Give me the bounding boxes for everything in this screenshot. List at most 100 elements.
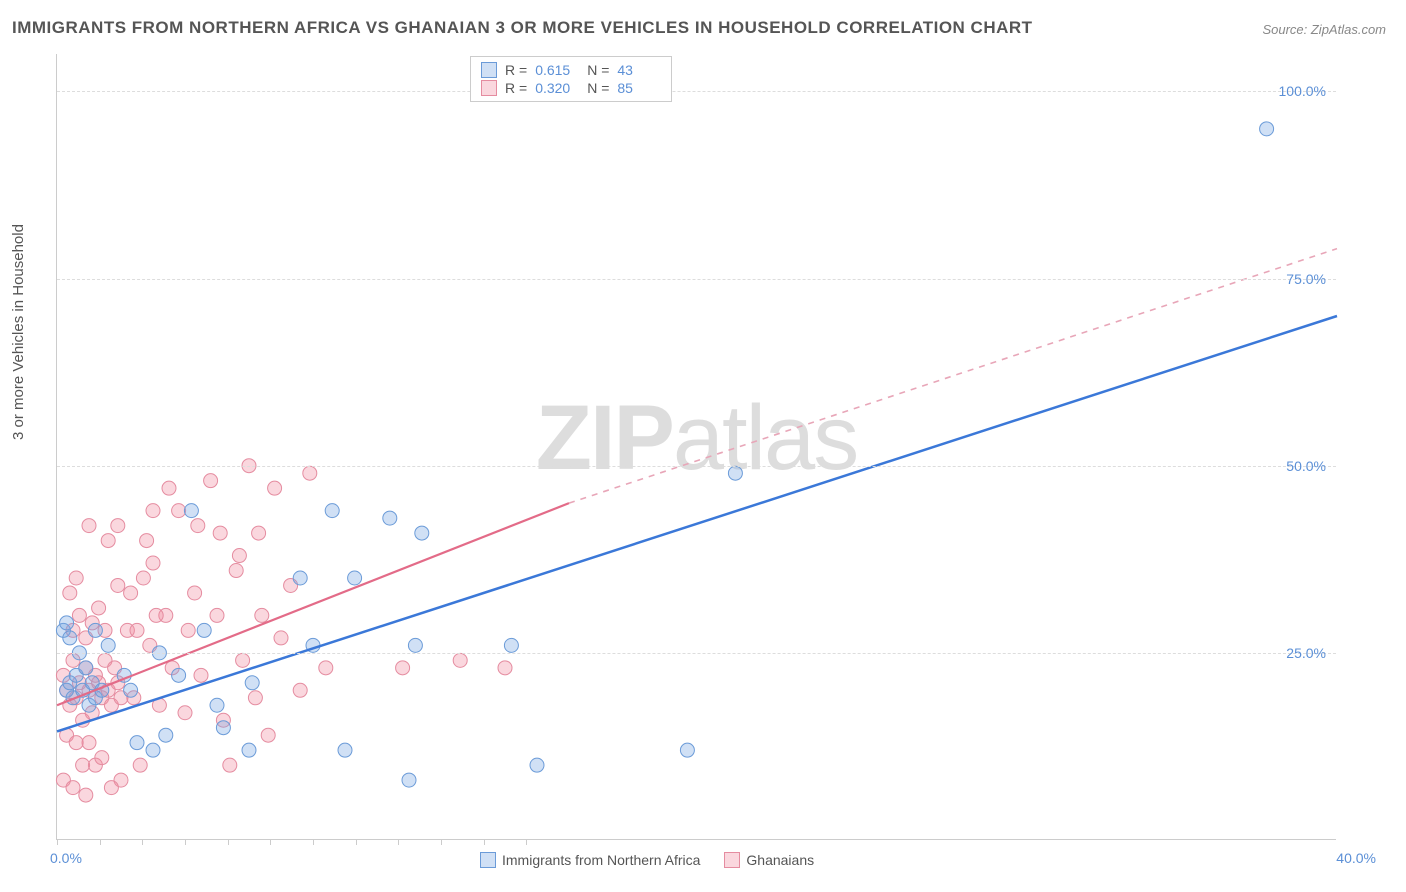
n-label: N =	[587, 80, 609, 96]
scatter-plot-svg	[57, 54, 1336, 839]
legend-swatch	[481, 80, 497, 96]
scatter-point	[216, 721, 230, 735]
legend-item: Immigrants from Northern Africa	[480, 852, 700, 868]
scatter-point	[293, 571, 307, 585]
x-tick	[356, 839, 357, 845]
scatter-point	[172, 668, 186, 682]
scatter-point	[204, 474, 218, 488]
r-value: 0.615	[535, 62, 579, 78]
scatter-point	[72, 608, 86, 622]
scatter-point	[63, 631, 77, 645]
scatter-point	[140, 534, 154, 548]
scatter-point	[95, 751, 109, 765]
regression-line	[57, 316, 1337, 731]
stats-legend-row: R = 0.615 N = 43	[481, 61, 661, 79]
scatter-point	[248, 691, 262, 705]
scatter-point	[111, 578, 125, 592]
plot-area: ZIPatlas 25.0%50.0%75.0%100.0%	[56, 54, 1336, 840]
scatter-point	[197, 623, 211, 637]
scatter-point	[319, 661, 333, 675]
scatter-point	[69, 736, 83, 750]
scatter-point	[79, 661, 93, 675]
scatter-point	[383, 511, 397, 525]
scatter-point	[530, 758, 544, 772]
scatter-point	[130, 623, 144, 637]
x-tick	[398, 839, 399, 845]
scatter-point	[101, 534, 115, 548]
regression-line	[57, 503, 569, 705]
r-value: 0.320	[535, 80, 579, 96]
y-tick-label: 50.0%	[1286, 458, 1326, 474]
scatter-point	[223, 758, 237, 772]
scatter-point	[504, 638, 518, 652]
x-tick	[270, 839, 271, 845]
scatter-point	[1260, 122, 1274, 136]
scatter-point	[146, 556, 160, 570]
scatter-point	[498, 661, 512, 675]
scatter-point	[149, 608, 163, 622]
scatter-point	[293, 683, 307, 697]
scatter-point	[101, 638, 115, 652]
scatter-point	[210, 698, 224, 712]
scatter-point	[92, 601, 106, 615]
scatter-point	[396, 661, 410, 675]
scatter-point	[210, 608, 224, 622]
scatter-point	[82, 736, 96, 750]
y-axis-label: 3 or more Vehicles in Household	[10, 224, 27, 440]
source-attribution: Source: ZipAtlas.com	[1262, 22, 1386, 37]
r-label: R =	[505, 62, 527, 78]
legend-item: Ghanaians	[724, 852, 814, 868]
x-tick	[100, 839, 101, 845]
gridline-h	[57, 91, 1336, 92]
scatter-point	[191, 519, 205, 533]
scatter-point	[136, 571, 150, 585]
scatter-point	[159, 728, 173, 742]
x-tick-first: 0.0%	[50, 850, 82, 866]
scatter-point	[124, 586, 138, 600]
scatter-point	[232, 549, 246, 563]
scatter-point	[268, 481, 282, 495]
x-tick	[484, 839, 485, 845]
x-tick	[57, 839, 58, 845]
scatter-point	[124, 683, 138, 697]
series-legend: Immigrants from Northern Africa Ghanaians	[480, 852, 814, 868]
x-tick-last: 40.0%	[1336, 850, 1376, 866]
scatter-point	[130, 736, 144, 750]
scatter-point	[274, 631, 288, 645]
scatter-point	[325, 504, 339, 518]
n-value: 85	[617, 80, 661, 96]
scatter-point	[680, 743, 694, 757]
scatter-point	[236, 653, 250, 667]
scatter-point	[146, 504, 160, 518]
scatter-point	[60, 616, 74, 630]
scatter-point	[408, 638, 422, 652]
n-value: 43	[617, 62, 661, 78]
x-tick	[441, 839, 442, 845]
legend-swatch	[480, 852, 496, 868]
scatter-point	[66, 781, 80, 795]
scatter-point	[194, 668, 208, 682]
scatter-point	[188, 586, 202, 600]
scatter-point	[63, 586, 77, 600]
scatter-point	[133, 758, 147, 772]
scatter-point	[453, 653, 467, 667]
r-label: R =	[505, 80, 527, 96]
scatter-point	[178, 706, 192, 720]
scatter-point	[348, 571, 362, 585]
scatter-point	[415, 526, 429, 540]
scatter-point	[303, 466, 317, 480]
y-tick-label: 100.0%	[1279, 83, 1326, 99]
scatter-point	[229, 564, 243, 578]
legend-label: Ghanaians	[746, 852, 814, 868]
scatter-point	[255, 608, 269, 622]
x-tick	[526, 839, 527, 845]
n-label: N =	[587, 62, 609, 78]
scatter-point	[79, 788, 93, 802]
legend-swatch	[481, 62, 497, 78]
gridline-h	[57, 279, 1336, 280]
legend-label: Immigrants from Northern Africa	[502, 852, 700, 868]
scatter-point	[88, 623, 102, 637]
stats-legend-box: R = 0.615 N = 43 R = 0.320 N = 85	[470, 56, 672, 102]
scatter-point	[184, 504, 198, 518]
scatter-point	[146, 743, 160, 757]
